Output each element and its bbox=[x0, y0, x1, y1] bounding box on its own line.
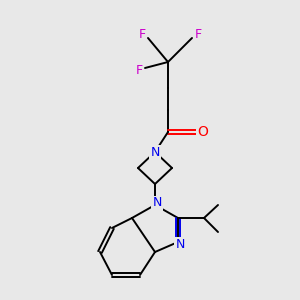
Text: N: N bbox=[150, 146, 160, 158]
Text: F: F bbox=[135, 64, 142, 77]
Text: F: F bbox=[138, 28, 146, 41]
Text: O: O bbox=[198, 125, 208, 139]
Text: F: F bbox=[194, 28, 202, 41]
Text: N: N bbox=[152, 196, 162, 209]
Text: N: N bbox=[175, 238, 185, 250]
